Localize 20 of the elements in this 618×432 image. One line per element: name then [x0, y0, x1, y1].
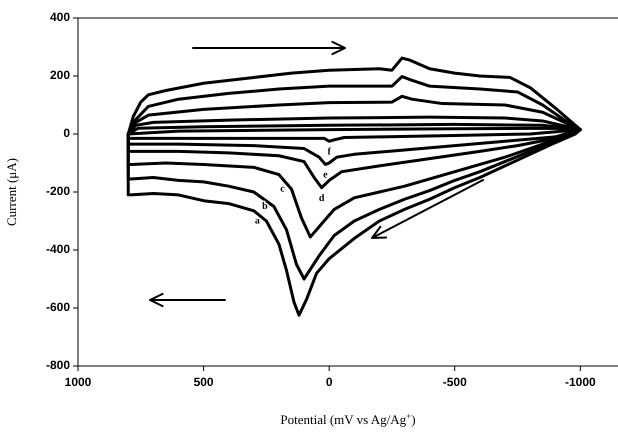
- y-tick-label: -800: [46, 358, 70, 372]
- y-tick-label: 0: [63, 126, 70, 140]
- y-axis-title: Current (μA): [4, 158, 19, 226]
- annotation: d: [318, 192, 325, 204]
- x-tick-label: -1000: [564, 375, 596, 389]
- x-tick-label: 500: [194, 375, 214, 389]
- x-tick-label: -500: [442, 375, 468, 389]
- y-tick-label: -400: [46, 242, 70, 256]
- x-axis-title: Potential (mV vs Ag/Ag$^{+}$): [280, 411, 416, 427]
- y-tick-label: -600: [46, 300, 70, 314]
- y-tick-label: 400: [50, 10, 70, 24]
- annotation: e: [323, 170, 328, 181]
- annotation: a: [254, 215, 260, 226]
- y-tick-label: -200: [46, 184, 70, 198]
- annotation: c: [280, 183, 286, 194]
- y-tick-label: 200: [50, 68, 70, 82]
- annotation: f: [327, 146, 332, 158]
- x-tick-label: 0: [326, 375, 333, 389]
- annotation: b: [262, 200, 268, 212]
- x-tick-label: 1000: [64, 375, 92, 389]
